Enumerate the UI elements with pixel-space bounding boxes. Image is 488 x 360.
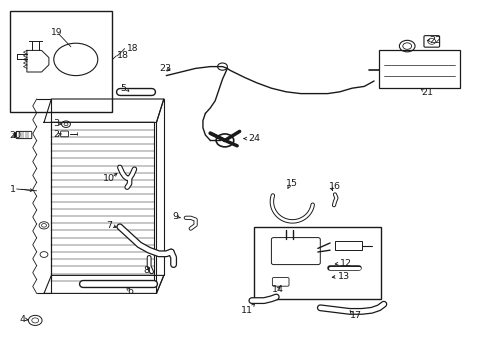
Text: 4: 4	[20, 315, 25, 324]
Text: 2: 2	[53, 130, 59, 139]
Text: 3: 3	[53, 120, 59, 129]
Text: 20: 20	[9, 130, 21, 139]
Text: 15: 15	[285, 179, 298, 188]
Text: 16: 16	[328, 181, 341, 191]
Bar	[10, 11, 112, 112]
Text: 1: 1	[10, 184, 16, 194]
Text: 18: 18	[127, 44, 139, 53]
Text: 13: 13	[338, 272, 350, 281]
Text: 22: 22	[428, 36, 441, 45]
Text: 11: 11	[241, 306, 252, 315]
Text: 19: 19	[51, 28, 63, 37]
Text: 21: 21	[421, 88, 433, 97]
Text: 7: 7	[106, 220, 112, 230]
Text: 9: 9	[172, 212, 178, 221]
Text: 17: 17	[349, 310, 361, 320]
Bar	[378, 50, 459, 88]
Bar	[334, 241, 361, 250]
Text: 24: 24	[248, 134, 260, 143]
Text: 23: 23	[159, 64, 171, 73]
Text: 14: 14	[272, 285, 284, 294]
Text: 10: 10	[102, 174, 115, 183]
Text: 5: 5	[120, 84, 125, 93]
Bar	[254, 227, 381, 299]
Text: 8: 8	[143, 266, 149, 275]
Text: 18: 18	[117, 51, 129, 60]
Text: 6: 6	[127, 287, 133, 296]
Text: 12: 12	[339, 259, 351, 268]
